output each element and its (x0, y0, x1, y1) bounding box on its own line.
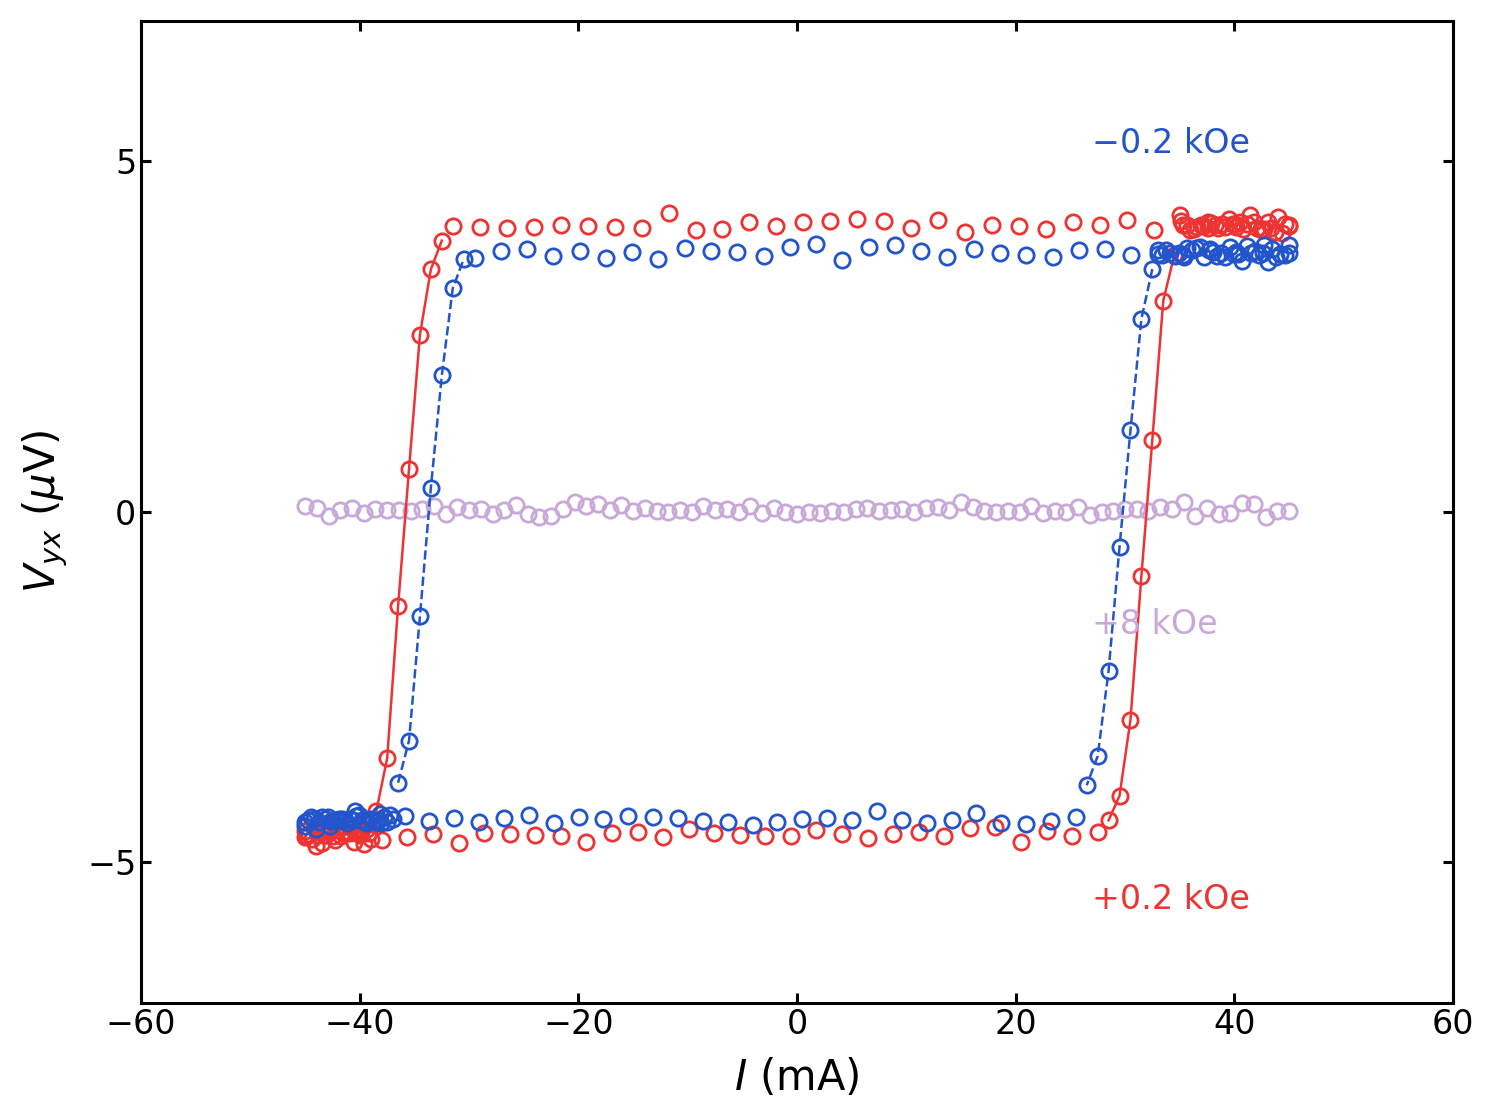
X-axis label: $I$ (mA): $I$ (mA) (734, 1057, 860, 1099)
Text: −0.2 kOe: −0.2 kOe (1093, 127, 1250, 160)
Y-axis label: $V_{yx}$ ($\mu$V): $V_{yx}$ ($\mu$V) (21, 430, 70, 594)
Text: +8 kOe: +8 kOe (1093, 608, 1218, 641)
Text: +0.2 kOe: +0.2 kOe (1093, 883, 1250, 916)
